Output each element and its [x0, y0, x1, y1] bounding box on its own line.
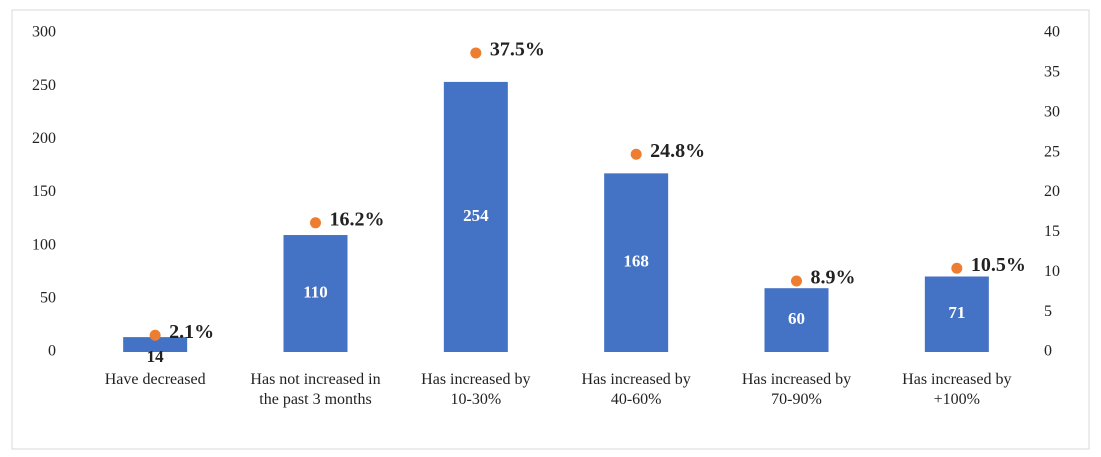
- x-tick-line: Has increased by: [742, 371, 851, 388]
- bar-value-label: 110: [303, 282, 328, 301]
- bar-value-label: 168: [623, 252, 649, 271]
- x-tick-label: Has not increased in the past 3 months: [250, 371, 380, 408]
- y2-tick-label: 5: [1044, 303, 1052, 320]
- y2-tick-label: 30: [1044, 103, 1060, 120]
- x-tick-line: 70-90%: [771, 391, 822, 408]
- x-tick-label: Has increased by 40-60%: [582, 371, 691, 408]
- point-value-label: 2.1%: [169, 321, 214, 343]
- bar: [443, 81, 508, 352]
- point: [630, 148, 642, 160]
- point: [951, 262, 963, 274]
- x-tick-label: Has increased by 70-90%: [742, 371, 851, 408]
- bar: [283, 235, 348, 352]
- y2-tick-label: 0: [1044, 343, 1052, 360]
- y2-tick-label: 20: [1044, 183, 1060, 200]
- x-tick-line: 10-30%: [451, 391, 502, 408]
- y-tick-label: 100: [32, 236, 56, 253]
- y2-tick-label: 25: [1044, 143, 1060, 160]
- point-value-label: 10.5%: [971, 254, 1026, 276]
- bar-value-label: 60: [788, 309, 805, 328]
- point: [791, 275, 802, 287]
- y2-tick-label: 15: [1044, 223, 1060, 240]
- bar: [604, 173, 669, 352]
- x-tick-line: Has increased by: [421, 371, 530, 388]
- x-tick-line: Has not increased in: [250, 371, 380, 388]
- y-tick-label: 250: [32, 77, 56, 94]
- y-tick-label: 0: [48, 343, 56, 360]
- bar-value-label: 254: [463, 206, 489, 225]
- bar: [764, 288, 829, 352]
- y-tick-label: 150: [32, 183, 56, 200]
- y2-tick-label: 10: [1044, 263, 1060, 280]
- x-tick-label: Has increased by 10-30%: [421, 371, 530, 408]
- y2-tick-label: 35: [1044, 64, 1060, 81]
- point-value-label: 8.9%: [811, 267, 856, 289]
- point: [310, 217, 321, 229]
- x-tick-label: Have decreased: [105, 371, 206, 388]
- point-value-label: 16.2%: [330, 208, 385, 230]
- y2-tick-label: 40: [1044, 24, 1060, 41]
- point: [470, 47, 482, 59]
- chart-frame: [11, 9, 1090, 450]
- point: [149, 329, 161, 341]
- y-tick-label: 200: [32, 130, 56, 147]
- x-tick-line: the past 3 months: [259, 391, 371, 408]
- x-tick-label: Has increased by +100%: [902, 371, 1011, 408]
- y-tick-label: 50: [40, 290, 56, 307]
- point-value-label: 24.8%: [650, 140, 705, 162]
- bar: [123, 337, 188, 352]
- x-tick-line: Has increased by: [902, 371, 1011, 388]
- x-tick-line: 40-60%: [611, 391, 662, 408]
- x-tick-line: Have decreased: [105, 371, 206, 388]
- point-value-label: 37.5%: [490, 39, 545, 61]
- y-tick-label: 300: [32, 24, 56, 41]
- bar-value-label: 14: [147, 347, 165, 366]
- x-tick-line: +100%: [934, 391, 980, 408]
- bar: [924, 276, 989, 352]
- bar-value-label: 71: [948, 303, 965, 322]
- x-tick-line: Has increased by: [582, 371, 691, 388]
